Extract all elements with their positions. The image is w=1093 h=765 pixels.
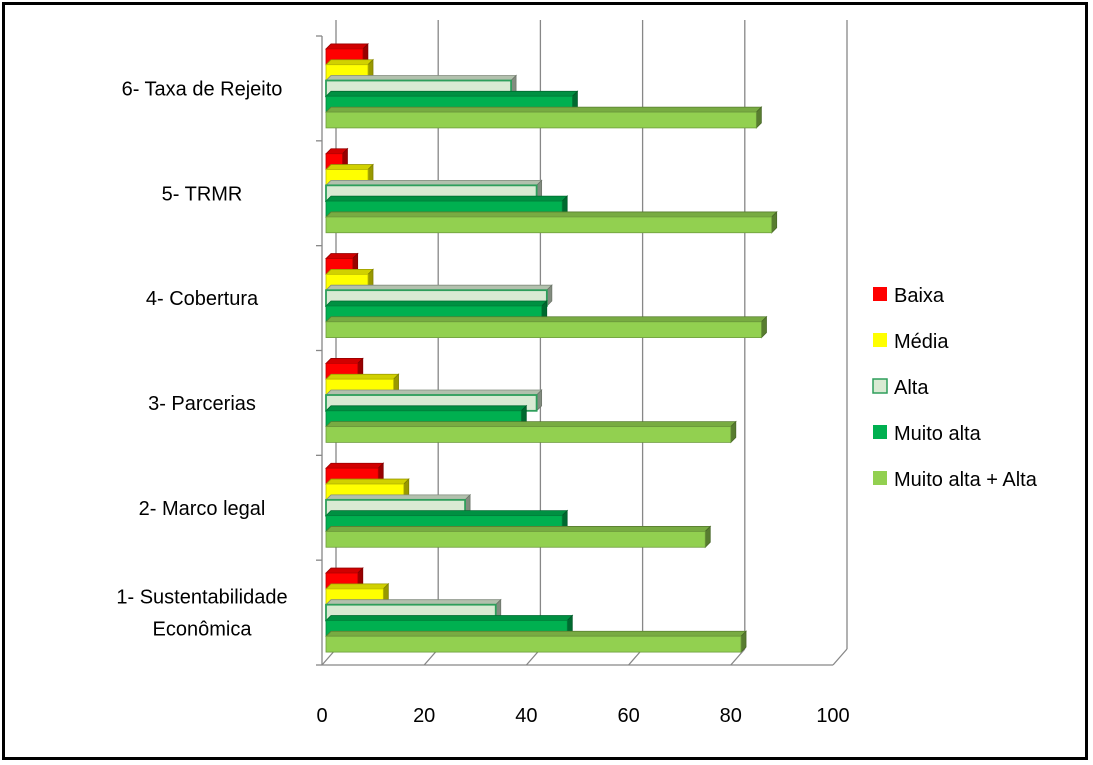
bar-front-face xyxy=(325,531,706,548)
floor-gridline xyxy=(730,648,746,666)
bar-top-face xyxy=(325,405,528,412)
bar-front-face xyxy=(325,426,732,443)
bar-top-face xyxy=(325,478,410,485)
floor-gridline xyxy=(832,648,848,666)
bar-top-face xyxy=(325,615,574,621)
bar-front-face xyxy=(325,321,762,338)
bar-top-face xyxy=(325,164,374,170)
bar-top-face xyxy=(325,526,712,532)
bar-top-face xyxy=(325,106,763,113)
bar-top-face xyxy=(325,358,364,364)
bar-top-face xyxy=(325,43,369,50)
labels-layer: 0 20 40 60 80 100 1- Sustentabilidade Econômica… xyxy=(116,78,849,727)
bar-top-face xyxy=(325,300,548,307)
bar-top-face xyxy=(325,373,400,380)
bar-top-face xyxy=(325,268,374,275)
legend-label: Alta xyxy=(894,377,929,399)
bar-front-face xyxy=(325,635,742,653)
category-label: 3- Parcerias xyxy=(148,393,256,415)
legend-swatch xyxy=(873,333,887,347)
x-tick-label: 20 xyxy=(413,705,435,727)
category-label: 1- Sustentabilidade xyxy=(116,587,287,609)
bar-top-face xyxy=(325,195,569,202)
legend-swatch xyxy=(873,287,887,301)
bar-top-face xyxy=(325,211,778,218)
legend-label: Muito alta + Alta xyxy=(894,469,1038,491)
legend-swatch xyxy=(872,378,888,394)
bar-top-face xyxy=(325,421,737,428)
legend-label: Média xyxy=(894,331,949,353)
bar xyxy=(325,420,737,444)
bar xyxy=(325,315,768,339)
bar-front-face xyxy=(325,216,773,234)
category-label: 5- TRMR xyxy=(162,183,243,205)
bar-top-face xyxy=(325,510,569,517)
legend: Baixa Média Alta Muito alta Muito alta + Alt… xyxy=(872,285,1038,491)
legend-label: Baixa xyxy=(894,285,945,307)
bar xyxy=(325,106,763,129)
category-label: 2- Marco legal xyxy=(139,498,266,520)
category-label: 4- Cobertura xyxy=(146,288,259,310)
legend-swatch xyxy=(873,425,887,439)
x-tick-label: 40 xyxy=(515,705,537,727)
bar-front-face xyxy=(325,111,757,129)
category-label: 6- Taxa de Rejeito xyxy=(122,78,283,100)
legend-label: Muito alta xyxy=(894,423,982,445)
bar-top-face xyxy=(325,59,374,66)
bar-top-face xyxy=(325,316,768,323)
category-label: Econômica xyxy=(153,619,253,641)
bar-top-face xyxy=(325,567,364,574)
bars-layer xyxy=(325,42,778,654)
bar-top-face xyxy=(325,90,579,97)
bar xyxy=(325,630,747,654)
bar-top-face xyxy=(325,630,747,637)
x-tick-label: 80 xyxy=(720,705,742,727)
bar xyxy=(325,525,712,549)
bar-top-face xyxy=(325,462,385,469)
legend-swatch xyxy=(873,471,887,485)
x-tick-label: 0 xyxy=(316,705,327,727)
bar xyxy=(325,210,778,234)
x-tick-label: 100 xyxy=(816,705,849,727)
x-tick-label: 60 xyxy=(617,705,639,727)
axis-layer xyxy=(316,35,833,666)
bar-top-face xyxy=(325,583,390,590)
